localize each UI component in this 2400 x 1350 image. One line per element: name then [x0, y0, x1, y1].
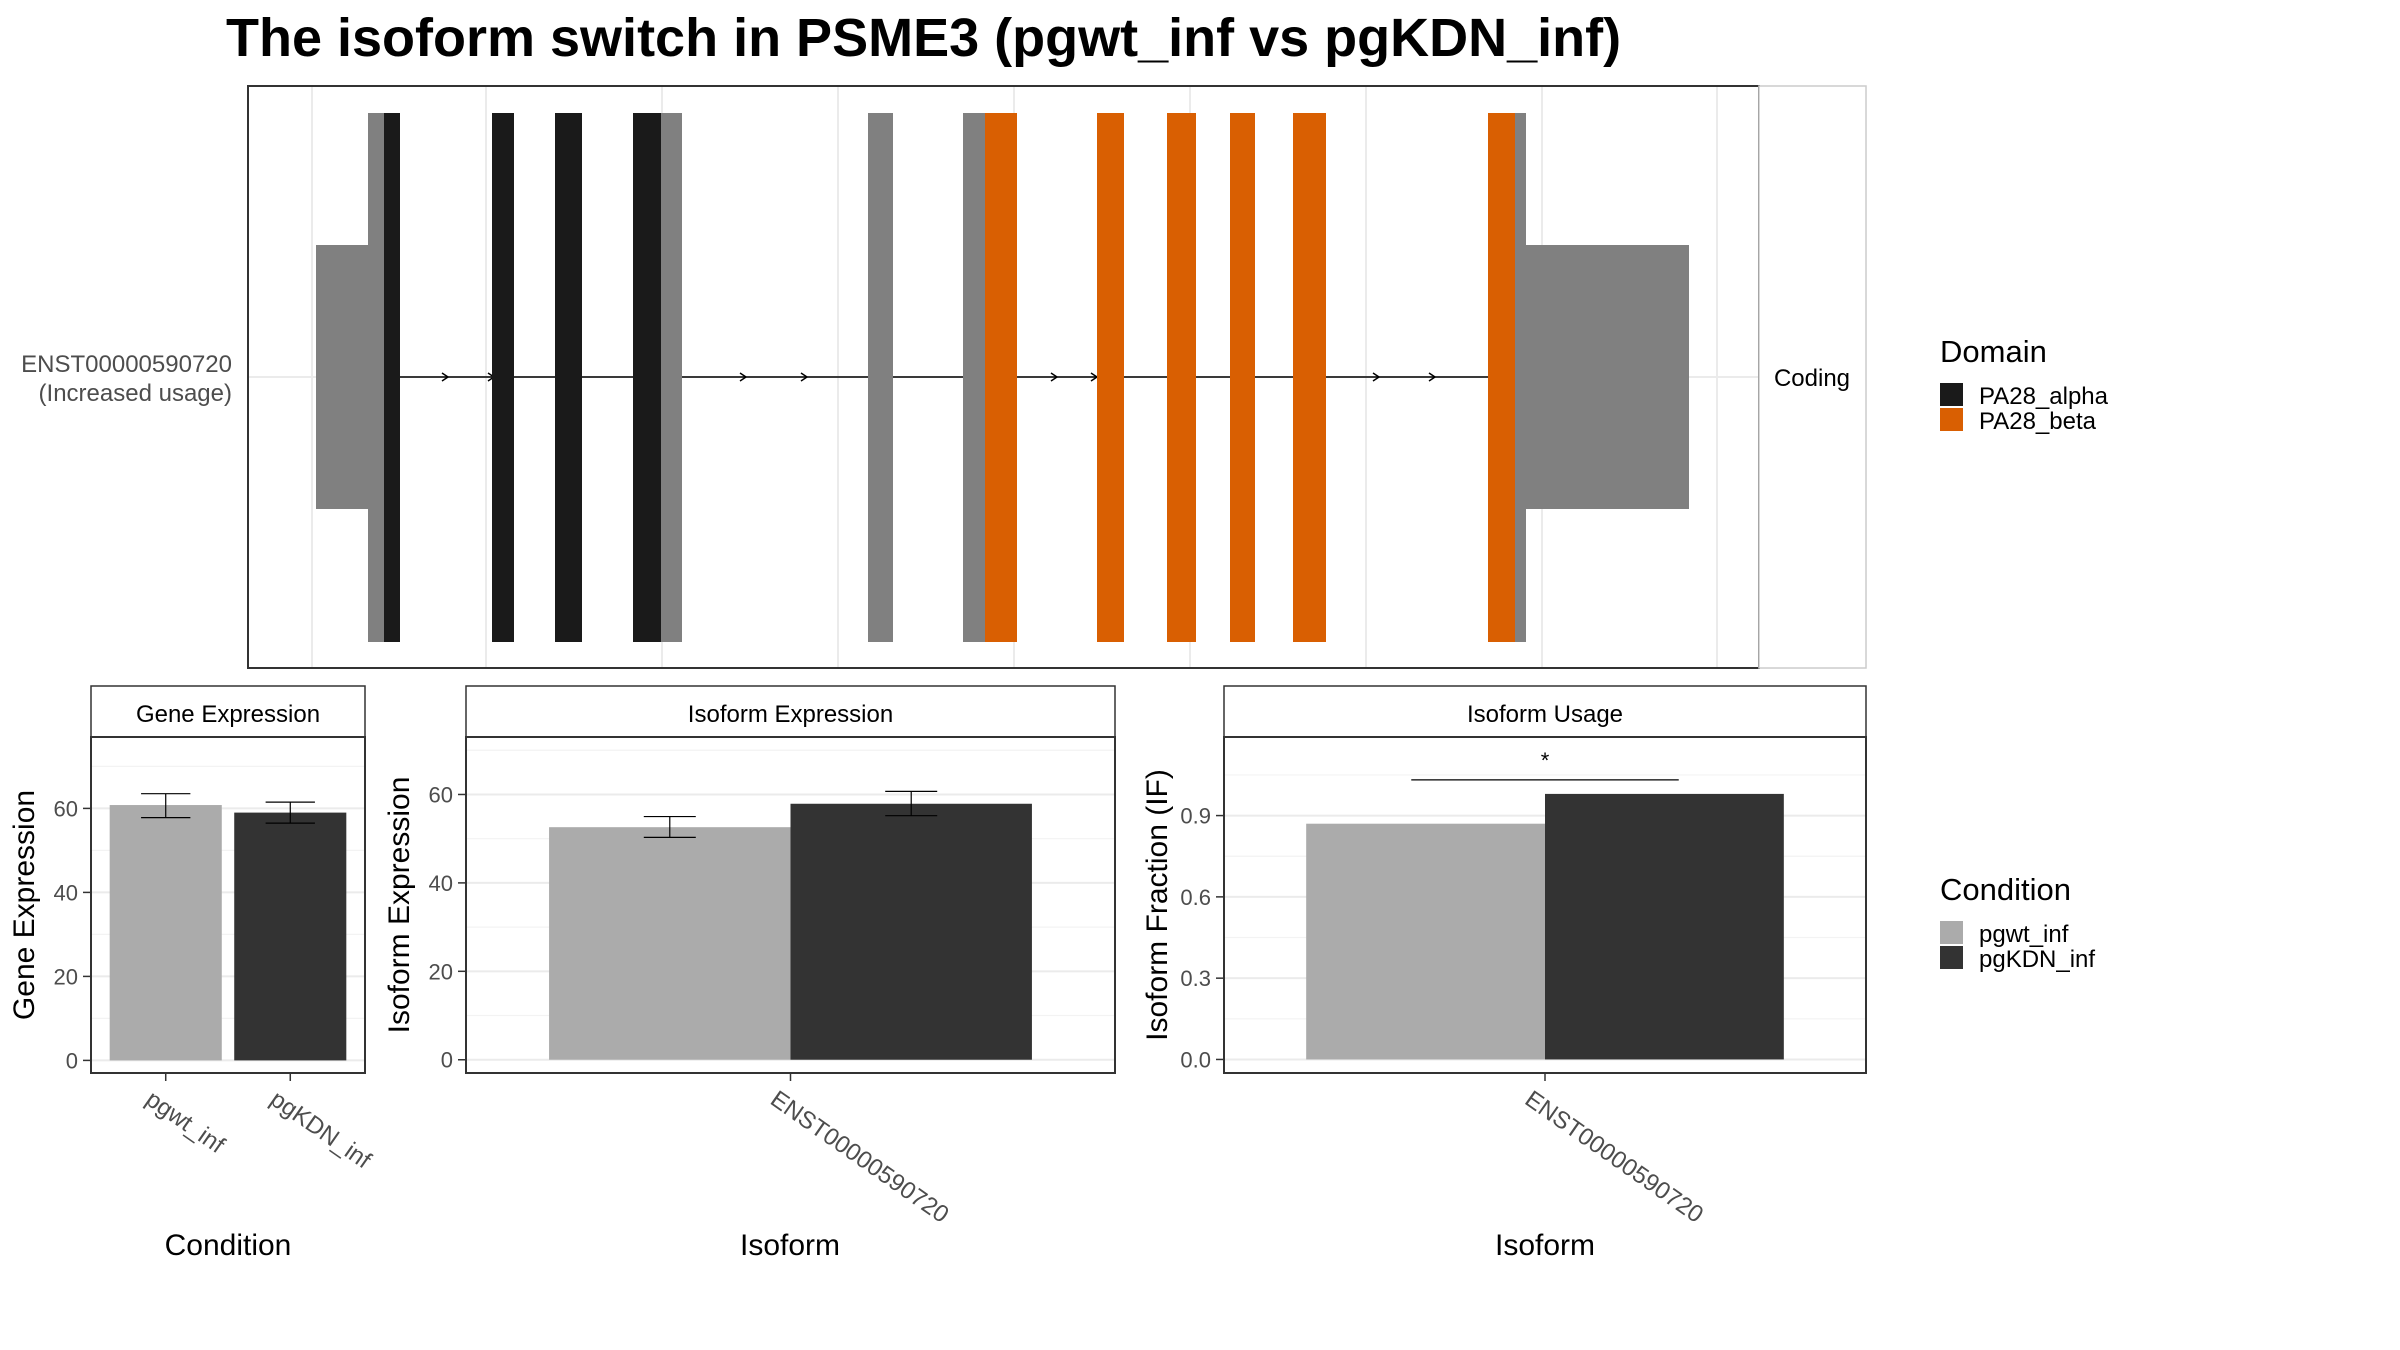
isoform-expression-panel: Isoform Expression0204060ENST00000590720… — [383, 685, 1116, 1262]
legend-key-pa28-beta — [1940, 408, 1963, 431]
condition-legend-title: Condition — [1940, 872, 2071, 907]
domain-legend-title: Domain — [1940, 334, 2047, 369]
y-tick-label: 20 — [54, 964, 78, 989]
y-axis-title: Isoform Fraction (IF) — [1141, 769, 1174, 1041]
significance-label: * — [1541, 748, 1550, 773]
y-tick-label: 0.0 — [1180, 1047, 1211, 1072]
panel-strip-title: Gene Expression — [136, 701, 320, 728]
domain-exon-pa28-beta — [1097, 113, 1124, 642]
y-tick-label: 0 — [441, 1048, 453, 1073]
y-tick-label: 0.3 — [1180, 966, 1211, 991]
bar-pgKDN-inf — [234, 812, 347, 1061]
legend-key-pgkdn-inf — [1940, 946, 1963, 969]
panel-strip-title: Isoform Expression — [688, 701, 893, 728]
panel-strip — [465, 685, 1116, 738]
domain-exon-pa28-beta — [1167, 113, 1196, 642]
intron-arrow — [1428, 372, 1437, 382]
legend-label-pgkdn-inf: pgKDN_inf — [1979, 946, 2095, 973]
panel-strip-title: Isoform Usage — [1467, 701, 1623, 728]
x-axis-title: Isoform — [740, 1229, 840, 1262]
intron-arrow — [739, 372, 748, 382]
y-tick-label: 0 — [66, 1048, 78, 1073]
y-axis-title: Isoform Expression — [383, 777, 416, 1034]
bar-pgwt-inf — [1306, 823, 1545, 1060]
coding-strip: Coding — [1758, 85, 1867, 669]
structure-panel — [247, 85, 1760, 669]
intron-arrow — [1372, 372, 1381, 382]
y-axis-title: Gene Expression — [8, 790, 41, 1020]
domain-exon-pa28-beta — [1293, 113, 1326, 642]
domain-exon-pa28-alpha — [384, 113, 400, 642]
panel-strip — [90, 685, 366, 738]
plot-border — [90, 736, 366, 1074]
y-tick-label: 60 — [54, 796, 78, 821]
domain-exon-pa28-beta — [985, 113, 1017, 642]
utr-block — [661, 113, 682, 642]
y-tick-label: 0.6 — [1180, 885, 1211, 910]
legend-label-pa28-beta: PA28_beta — [1979, 408, 2097, 435]
utr-block — [963, 113, 985, 642]
x-axis-title: Condition — [165, 1229, 292, 1262]
figure-title: The isoform switch in PSME3 (pgwt_inf vs… — [226, 8, 1621, 68]
domain-exon-pa28-alpha — [555, 113, 582, 642]
domain-exon-pa28-beta — [1230, 113, 1255, 642]
x-axis-title: Isoform — [1495, 1229, 1595, 1262]
bar-pgwt-inf — [549, 827, 791, 1060]
utr-block — [316, 245, 373, 509]
domain-exon-pa28-alpha — [492, 113, 514, 642]
panel-strip — [1223, 685, 1867, 738]
utr-block — [868, 113, 893, 642]
legend-key-pa28-alpha — [1940, 383, 1963, 406]
bar-pgKDN-inf — [790, 803, 1032, 1060]
coding-strip-box — [1758, 85, 1867, 669]
condition-legend: Condition pgwt_inf pgKDN_inf — [1940, 872, 2095, 973]
domain-exon-pa28-beta — [1488, 113, 1515, 642]
intron-arrow — [1050, 372, 1059, 382]
legend-label-pgwt-inf: pgwt_inf — [1979, 921, 2069, 948]
isoform-id-label: ENST00000590720 — [21, 351, 232, 378]
coding-strip-label: Coding — [1774, 365, 1850, 392]
legend-key-pgwt-inf — [1940, 921, 1963, 944]
y-tick-label: 40 — [54, 880, 78, 905]
intron-arrow — [441, 372, 450, 382]
utr-block — [1515, 113, 1526, 642]
y-tick-label: 40 — [429, 871, 453, 896]
legend-label-pa28-alpha: PA28_alpha — [1979, 383, 2109, 410]
intron-arrow — [800, 372, 809, 382]
y-tick-label: 20 — [429, 959, 453, 984]
bar-pgKDN-inf — [1545, 793, 1784, 1060]
bar-pgwt-inf — [109, 805, 222, 1061]
utr-block — [1526, 245, 1689, 509]
domain-exon-pa28-alpha — [633, 113, 661, 642]
y-tick-label: 60 — [429, 782, 453, 807]
isoform-usage-note: (Increased usage) — [39, 380, 232, 407]
y-tick-label: 0.9 — [1180, 804, 1211, 829]
domain-legend: Domain PA28_alpha PA28_beta — [1940, 334, 2109, 435]
utr-block — [368, 113, 384, 642]
